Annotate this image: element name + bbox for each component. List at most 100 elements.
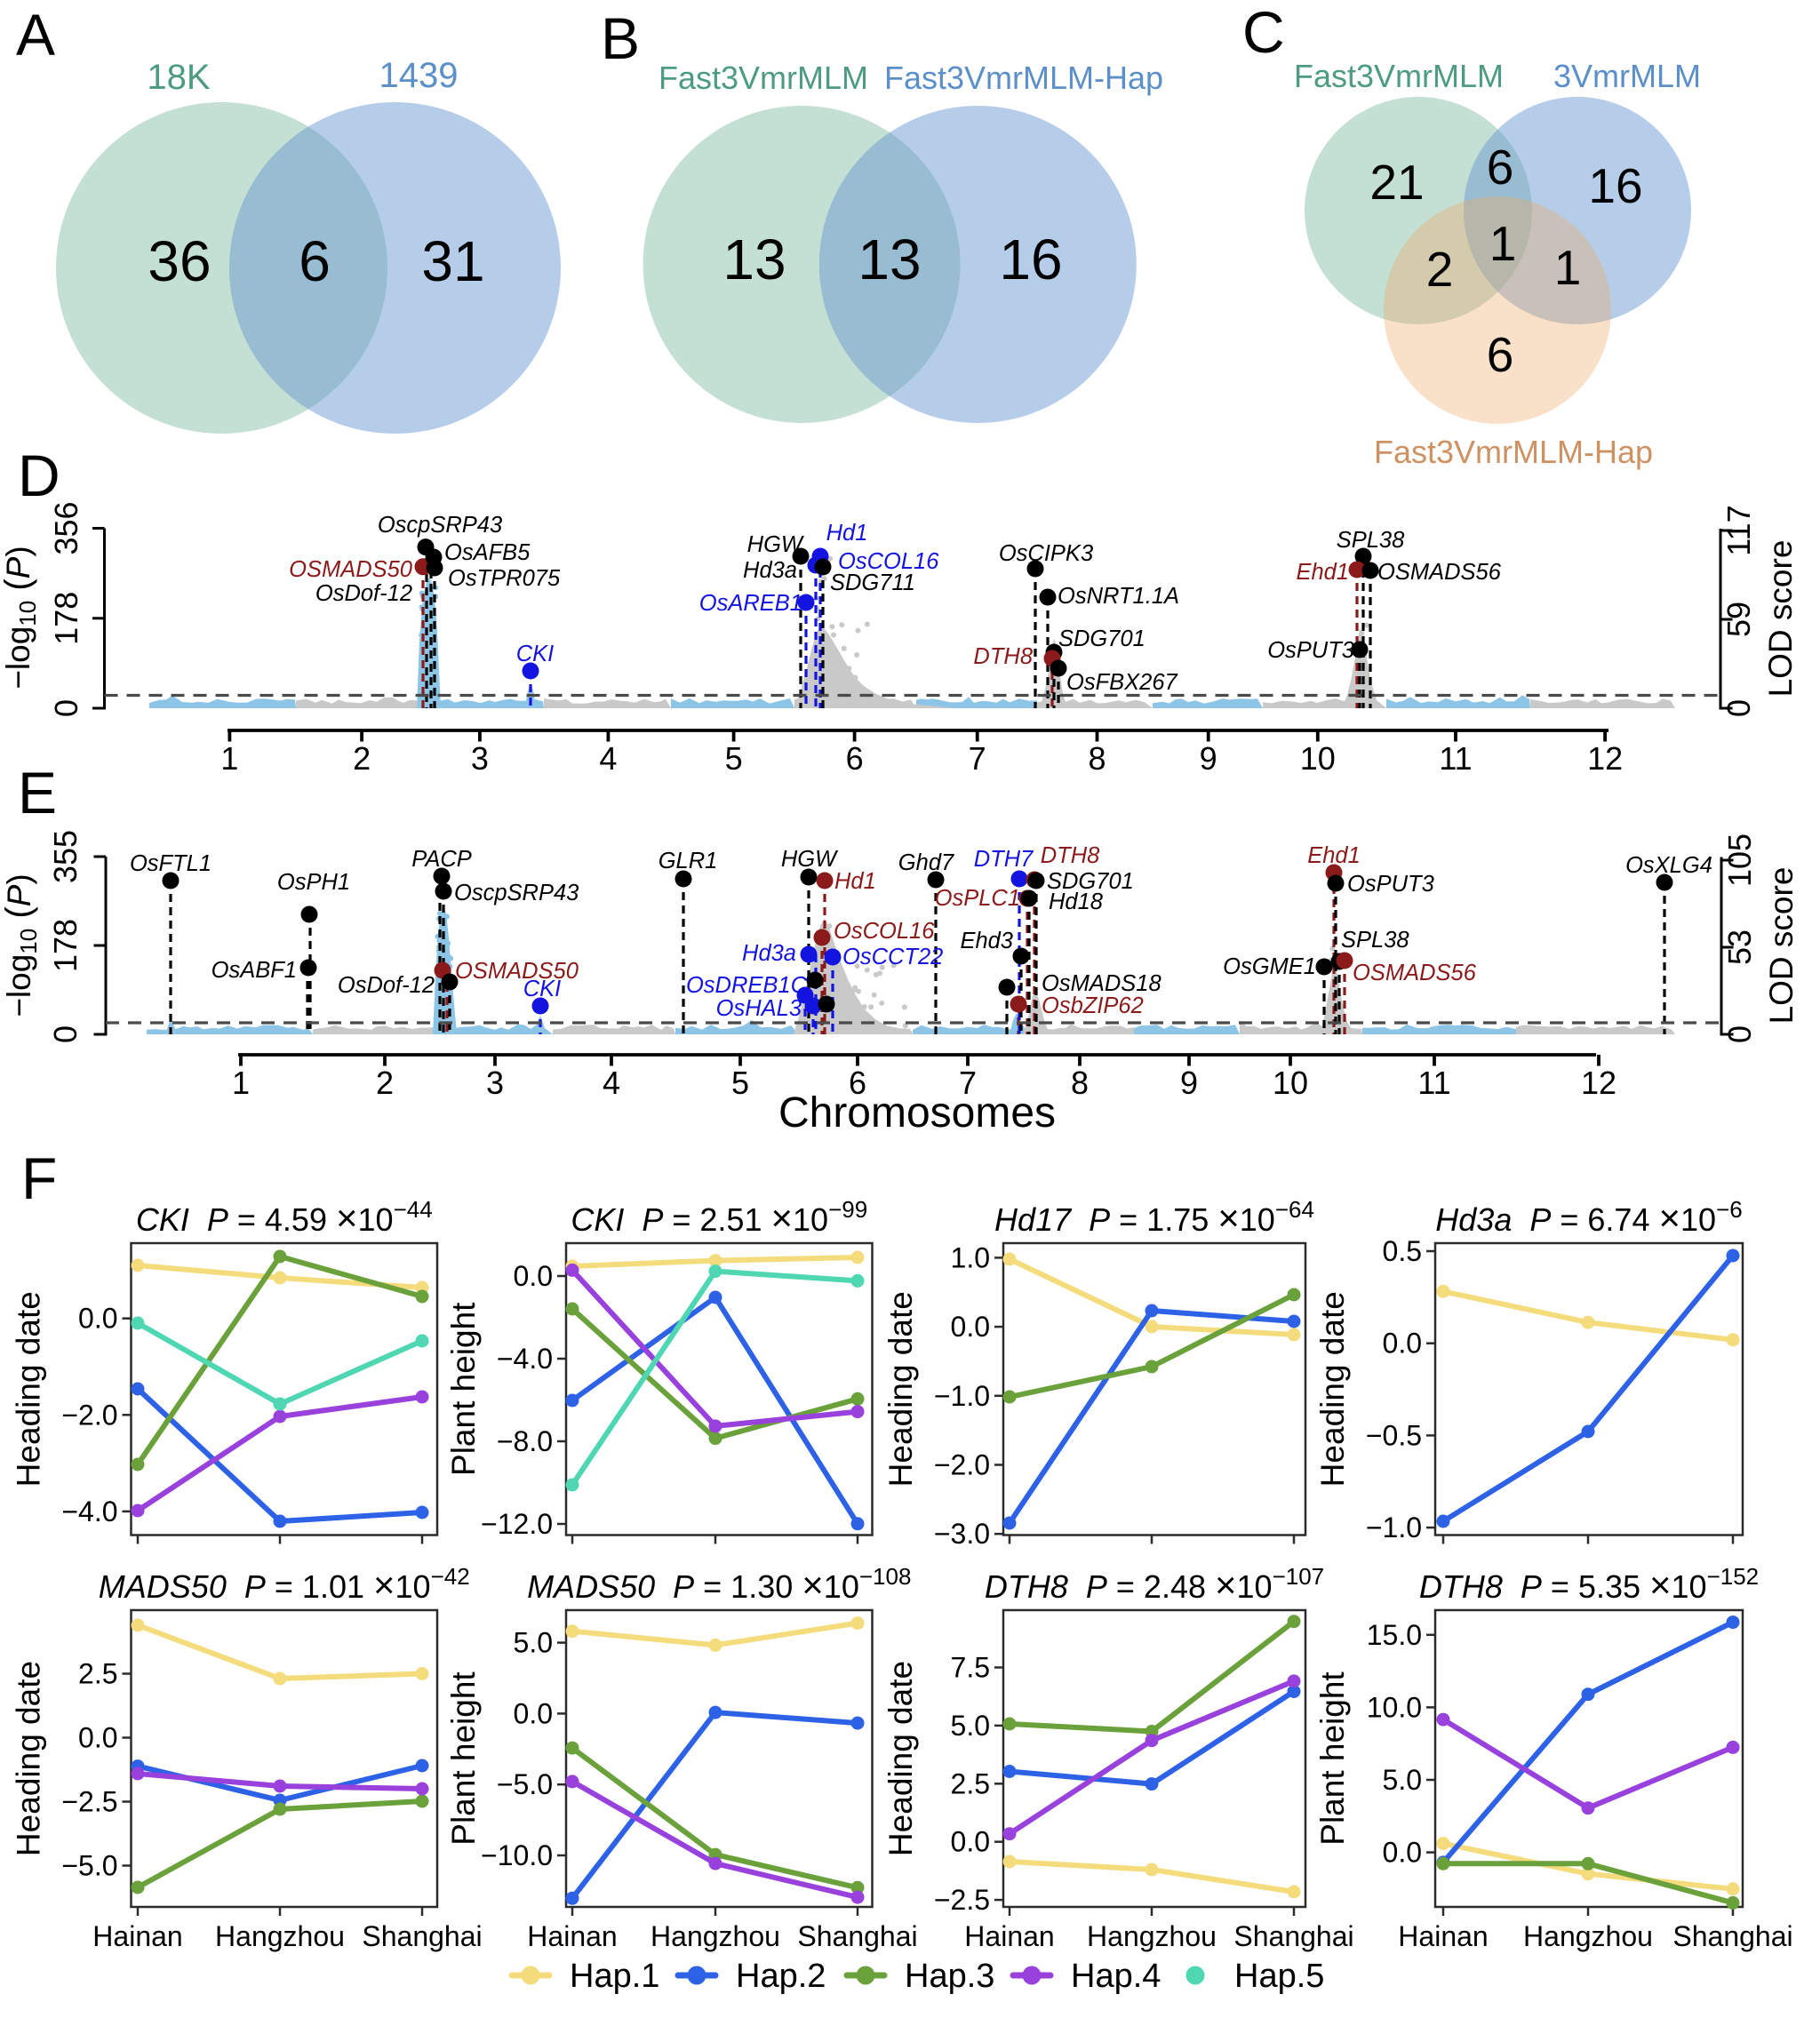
svg-text:1: 1 <box>232 1065 250 1101</box>
svg-text:0.0: 0.0 <box>1383 1328 1422 1360</box>
svg-text:OsTPR075: OsTPR075 <box>448 566 561 591</box>
svg-text:Fast3VmrMLM: Fast3VmrMLM <box>1294 58 1504 94</box>
svg-text:−3.0: −3.0 <box>934 1518 990 1550</box>
svg-text:−log10 (P): −log10 (P) <box>0 546 41 689</box>
svg-text:Hangzhou: Hangzhou <box>1523 1920 1653 1952</box>
svg-text:−log10 (P): −log10 (P) <box>0 873 42 1017</box>
svg-text:3: 3 <box>486 1065 504 1101</box>
svg-text:Hd1: Hd1 <box>834 869 876 894</box>
svg-text:OsFBX267: OsFBX267 <box>1066 670 1178 695</box>
svg-text:Fast3VmrMLM-Hap: Fast3VmrMLM-Hap <box>1374 434 1653 470</box>
svg-text:−2.0: −2.0 <box>934 1449 990 1481</box>
svg-text:Ehd1: Ehd1 <box>1296 560 1349 585</box>
svg-text:OsHAL3: OsHAL3 <box>716 996 802 1021</box>
svg-text:Ehd3: Ehd3 <box>960 929 1013 953</box>
svg-text:0.0: 0.0 <box>1383 1837 1422 1869</box>
svg-text:Hd3a: Hd3a <box>743 558 797 583</box>
svg-text:9: 9 <box>1180 1065 1198 1101</box>
svg-text:5.0: 5.0 <box>514 1627 553 1659</box>
svg-text:178: 178 <box>48 592 84 645</box>
svg-text:0: 0 <box>47 1025 84 1043</box>
svg-text:59: 59 <box>1720 602 1757 637</box>
svg-text:13: 13 <box>858 227 921 291</box>
svg-text:Hainan: Hainan <box>92 1920 182 1952</box>
svg-text:15.0: 15.0 <box>1367 1619 1422 1651</box>
svg-text:SDG701: SDG701 <box>1058 626 1145 651</box>
svg-text:21: 21 <box>1369 155 1424 210</box>
svg-text:Hap.5: Hap.5 <box>1234 1958 1324 1995</box>
svg-text:36: 36 <box>148 229 211 293</box>
svg-text:13: 13 <box>722 227 786 291</box>
svg-text:OsGME1: OsGME1 <box>1223 954 1316 979</box>
svg-text:0.0: 0.0 <box>514 1697 553 1729</box>
svg-text:11: 11 <box>1417 1065 1450 1101</box>
svg-text:31: 31 <box>421 229 484 293</box>
svg-text:OsDof-12: OsDof-12 <box>338 973 435 998</box>
svg-text:0: 0 <box>1721 1025 1758 1043</box>
svg-text:Hd18: Hd18 <box>1049 889 1104 914</box>
svg-text:Hap.4: Hap.4 <box>1071 1958 1161 1995</box>
svg-text:0.0: 0.0 <box>514 1260 553 1292</box>
svg-text:0.0: 0.0 <box>78 1303 117 1335</box>
svg-text:Heading date: Heading date <box>11 1291 47 1487</box>
svg-text:−2.5: −2.5 <box>61 1786 117 1818</box>
svg-text:Plant height: Plant height <box>445 1671 482 1846</box>
svg-text:1.0: 1.0 <box>951 1241 990 1273</box>
svg-text:3: 3 <box>471 740 489 777</box>
svg-text:OsAREB1: OsAREB1 <box>699 591 802 616</box>
svg-text:OsPLC1: OsPLC1 <box>935 886 1020 911</box>
svg-text:−5.0: −5.0 <box>497 1768 553 1800</box>
svg-text:Plant height: Plant height <box>1314 1671 1351 1846</box>
svg-text:OsXLG4: OsXLG4 <box>1625 853 1712 878</box>
svg-text:−1.0: −1.0 <box>934 1380 990 1412</box>
svg-text:Hd17 P = 1.75 ×10−64: Hd17 P = 1.75 ×10−64 <box>994 1196 1314 1239</box>
svg-text:0: 0 <box>48 699 84 717</box>
svg-text:117: 117 <box>1720 505 1757 555</box>
svg-text:0.0: 0.0 <box>951 1311 990 1343</box>
svg-text:−12.0: −12.0 <box>481 1508 553 1540</box>
svg-text:OsAFB5: OsAFB5 <box>444 540 531 565</box>
svg-text:SDG711: SDG711 <box>830 570 915 595</box>
svg-text:6: 6 <box>846 740 864 777</box>
svg-text:12: 12 <box>1581 1065 1616 1101</box>
svg-text:Heading date: Heading date <box>11 1661 47 1856</box>
svg-text:6: 6 <box>299 229 331 293</box>
svg-text:7: 7 <box>969 740 986 777</box>
svg-text:Ghd7: Ghd7 <box>898 850 954 875</box>
svg-text:Hangzhou: Hangzhou <box>651 1920 780 1952</box>
svg-text:5: 5 <box>731 1065 749 1101</box>
svg-text:Hainan: Hainan <box>527 1920 617 1952</box>
svg-text:OSMADS56: OSMADS56 <box>1353 961 1477 985</box>
svg-text:OsPUT3: OsPUT3 <box>1267 638 1354 663</box>
svg-text:Heading date: Heading date <box>1314 1291 1351 1487</box>
svg-text:3VmrMLM: 3VmrMLM <box>1553 58 1701 94</box>
svg-text:DTH8: DTH8 <box>1041 843 1100 868</box>
svg-text:11: 11 <box>1439 740 1472 777</box>
svg-text:Fast3VmrMLM-Hap: Fast3VmrMLM-Hap <box>884 60 1163 96</box>
svg-text:0.0: 0.0 <box>951 1826 990 1858</box>
svg-text:OsDof-12: OsDof-12 <box>315 581 412 606</box>
svg-text:2: 2 <box>376 1065 394 1101</box>
svg-text:A: A <box>16 2 55 68</box>
svg-text:10: 10 <box>1300 740 1336 777</box>
svg-text:8: 8 <box>1088 740 1106 777</box>
svg-text:355: 355 <box>47 830 84 883</box>
svg-text:Hainan: Hainan <box>964 1920 1054 1952</box>
svg-text:1: 1 <box>1554 240 1582 295</box>
svg-text:7: 7 <box>959 1065 977 1101</box>
svg-text:SDG701: SDG701 <box>1047 869 1134 894</box>
svg-text:53: 53 <box>1721 929 1758 965</box>
svg-text:OsNRT1.1A: OsNRT1.1A <box>1058 584 1179 609</box>
svg-text:18K: 18K <box>147 58 210 97</box>
svg-text:OsCIPK3: OsCIPK3 <box>999 541 1093 566</box>
svg-text:OsDREB1C: OsDREB1C <box>686 973 808 998</box>
svg-text:1: 1 <box>220 740 238 777</box>
svg-text:10.0: 10.0 <box>1367 1691 1422 1723</box>
svg-text:OsMADS18: OsMADS18 <box>1042 971 1161 996</box>
svg-text:Hap.2: Hap.2 <box>736 1958 826 1995</box>
svg-text:−8.0: −8.0 <box>497 1425 553 1457</box>
svg-text:OsCCT22: OsCCT22 <box>842 945 943 969</box>
svg-text:OsPH1: OsPH1 <box>277 870 350 895</box>
svg-text:SPL38: SPL38 <box>1337 528 1405 553</box>
svg-text:OscpSRP43: OscpSRP43 <box>378 513 502 538</box>
